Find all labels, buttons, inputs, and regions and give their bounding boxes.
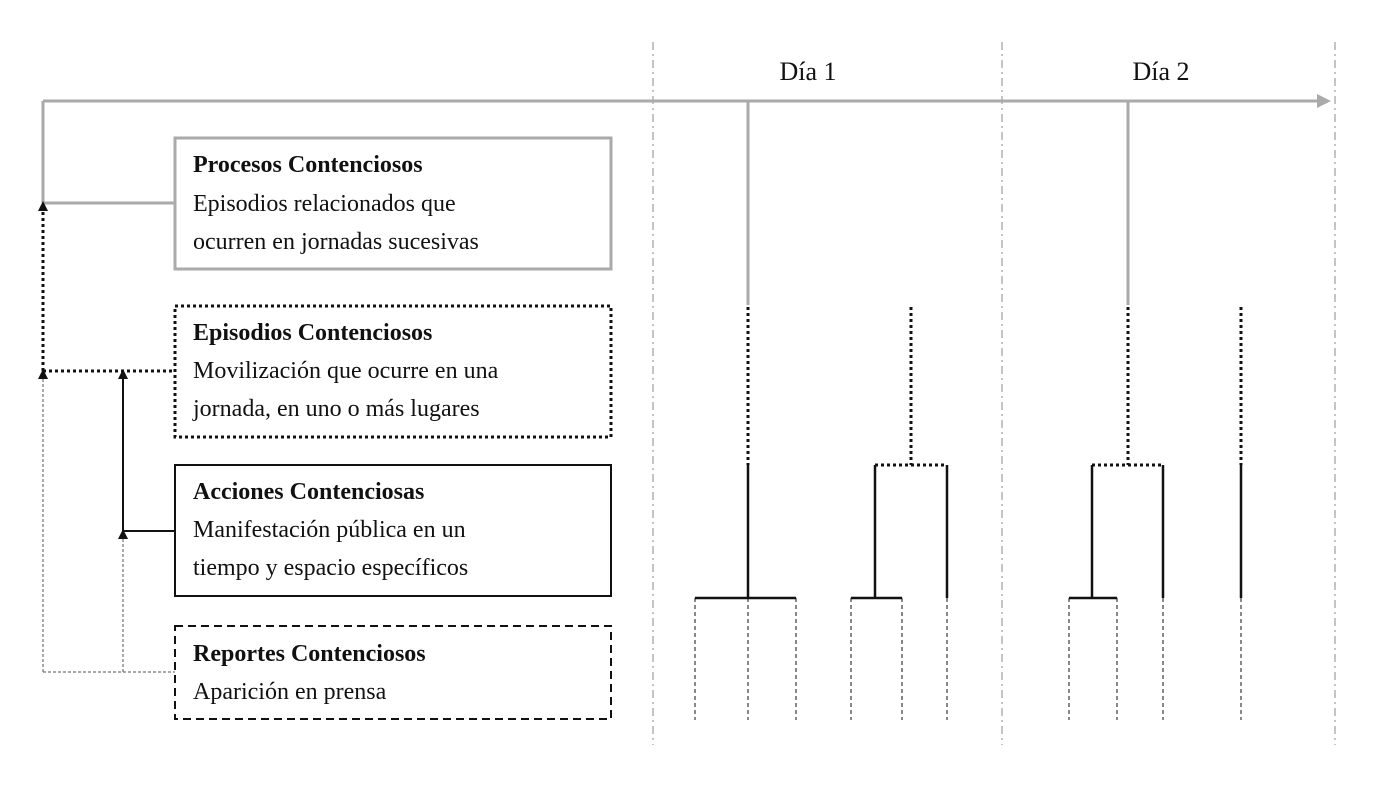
process-line-1: Episodios relacionados que [193,191,456,217]
episode-marks [746,307,1243,467]
process-line-2: ocurren en jornadas sucesivas [193,229,479,255]
process-title: Procesos Contenciosos [193,152,423,178]
day-label-1: Día 1 [779,57,836,86]
action-marks [695,465,1243,600]
episode-box [173,304,613,439]
action-line-1: Manifestación pública en un [193,517,466,543]
report-marks [694,598,1242,720]
report-box [174,625,612,720]
action-title: Acciones Contenciosas [193,479,424,505]
report-line-1: Aparición en prensa [193,679,387,705]
day-label-2: Día 2 [1132,57,1189,86]
action-box [174,464,612,597]
action-line-2: tiempo y espacio específicos [193,555,468,581]
process-box [173,136,613,271]
report-title: Reportes Contenciosos [193,641,426,667]
episode-title: Episodios Contenciosos [193,320,432,346]
episode-line-2: jornada, en uno o más lugares [192,396,480,422]
episode-line-1: Movilización que ocurre en una [193,358,499,384]
